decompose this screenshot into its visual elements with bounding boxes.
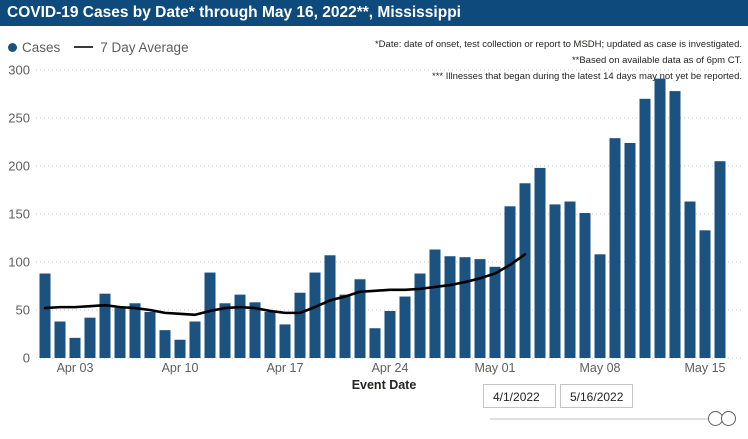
bar-Apr-07[interactable] xyxy=(129,303,141,358)
bar-Apr-30[interactable] xyxy=(474,259,486,358)
bar-Apr-16[interactable] xyxy=(264,311,276,358)
bar-May-01[interactable] xyxy=(489,266,501,358)
bar-May-03[interactable] xyxy=(519,183,531,358)
y-tick-label-50: 50 xyxy=(16,303,30,318)
footnotes: *Date: date of onset, test collection or… xyxy=(375,37,742,85)
bar-May-04[interactable] xyxy=(534,167,546,358)
bar-Apr-28[interactable] xyxy=(444,256,456,358)
y-tick-label-250: 250 xyxy=(8,111,30,126)
bar-May-14[interactable] xyxy=(684,201,696,358)
bar-Apr-25[interactable] xyxy=(399,296,411,358)
bar-May-13[interactable] xyxy=(669,91,681,359)
y-tick-label-0: 0 xyxy=(23,351,30,366)
bar-May-07[interactable] xyxy=(579,213,591,358)
bar-Apr-13[interactable] xyxy=(219,303,231,358)
title-bar: COVID-19 Cases by Date* through May 16, … xyxy=(0,0,748,26)
footnote-line-1: *Date: date of onset, test collection or… xyxy=(374,39,742,50)
bar-Apr-26[interactable] xyxy=(414,273,426,358)
bar-Apr-11[interactable] xyxy=(189,321,201,358)
range-slider-track[interactable] xyxy=(490,418,718,420)
legend-avg-label: 7 Day Average xyxy=(100,39,189,55)
end-date-input[interactable]: 5/16/2022 xyxy=(560,384,633,408)
y-tick-label-150: 150 xyxy=(8,207,30,222)
x-tick-label-May-15: May 15 xyxy=(685,361,726,375)
legend: Cases 7 Day Average xyxy=(8,38,189,56)
bar-May-05[interactable] xyxy=(549,204,561,358)
bar-Apr-12[interactable] xyxy=(204,272,216,358)
bar-Apr-15[interactable] xyxy=(249,302,261,358)
y-tick-label-100: 100 xyxy=(8,255,30,270)
bar-May-09[interactable] xyxy=(609,138,621,358)
footnote-line-3: *** Illnesses that began during the late… xyxy=(432,71,742,82)
bar-May-16[interactable] xyxy=(714,161,726,358)
y-tick-label-300: 300 xyxy=(8,63,30,78)
bar-Apr-23[interactable] xyxy=(369,328,381,358)
bar-Apr-03[interactable] xyxy=(69,337,81,358)
bar-May-08[interactable] xyxy=(594,254,606,358)
bar-May-10[interactable] xyxy=(624,142,636,358)
bar-Apr-06[interactable] xyxy=(114,308,126,358)
x-tick-label-May-08: May 08 xyxy=(580,361,621,375)
x-tick-label-Apr-03: Apr 03 xyxy=(57,361,94,375)
bar-Apr-20[interactable] xyxy=(324,255,336,358)
page-title: COVID-19 Cases by Date* through May 16, … xyxy=(7,4,461,21)
bar-Apr-10[interactable] xyxy=(174,339,186,358)
seven-day-average-line xyxy=(43,253,527,317)
x-axis-title: Event Date xyxy=(351,378,417,392)
bar-Apr-27[interactable] xyxy=(429,249,441,358)
bar-May-02[interactable] xyxy=(504,206,516,358)
y-tick-label-200: 200 xyxy=(8,159,30,174)
cases-dot-icon xyxy=(8,42,17,52)
bar-Apr-18[interactable] xyxy=(294,292,306,358)
avg-line-icon xyxy=(74,45,94,49)
bar-Apr-29[interactable] xyxy=(459,257,471,358)
range-slider-handle-end[interactable] xyxy=(721,411,736,426)
bar-Apr-05[interactable] xyxy=(99,293,111,358)
bar-Apr-19[interactable] xyxy=(309,272,321,358)
footnote-line-2: **Based on available data as of 6pm CT. xyxy=(571,55,742,66)
x-tick-label-Apr-24: Apr 24 xyxy=(372,361,409,375)
bar-Apr-04[interactable] xyxy=(84,317,96,358)
bar-Apr-22[interactable] xyxy=(354,279,366,358)
bar-May-11[interactable] xyxy=(639,98,651,359)
bar-Apr-24[interactable] xyxy=(384,310,396,358)
cases-bar-chart: 0 50 100 150 200 250 300 Apr 03 Apr 10 Apr 17 Apr … xyxy=(0,60,748,434)
x-tick-label-Apr-17: Apr 17 xyxy=(267,361,304,375)
chart-canvas: 0 50 100 150 200 250 300 Apr 03 Apr 10 Apr 17 Apr … xyxy=(8,63,744,375)
legend-cases-label: Cases xyxy=(22,39,61,55)
bar-May-12[interactable] xyxy=(654,78,666,358)
bar-Apr-02[interactable] xyxy=(54,321,66,358)
bar-Apr-14[interactable] xyxy=(234,294,246,358)
bar-Apr-17[interactable] xyxy=(279,324,291,358)
start-date-input[interactable]: 4/1/2022 xyxy=(483,384,556,408)
bar-Apr-01[interactable] xyxy=(39,273,51,358)
bar-May-15[interactable] xyxy=(699,230,711,358)
bar-Apr-08[interactable] xyxy=(144,311,156,358)
bar-May-06[interactable] xyxy=(564,201,576,358)
x-tick-label-Apr-10: Apr 10 xyxy=(162,361,199,375)
bar-Apr-21[interactable] xyxy=(339,294,351,358)
bar-Apr-09[interactable] xyxy=(159,330,171,358)
x-tick-label-May-01: May 01 xyxy=(475,361,516,375)
